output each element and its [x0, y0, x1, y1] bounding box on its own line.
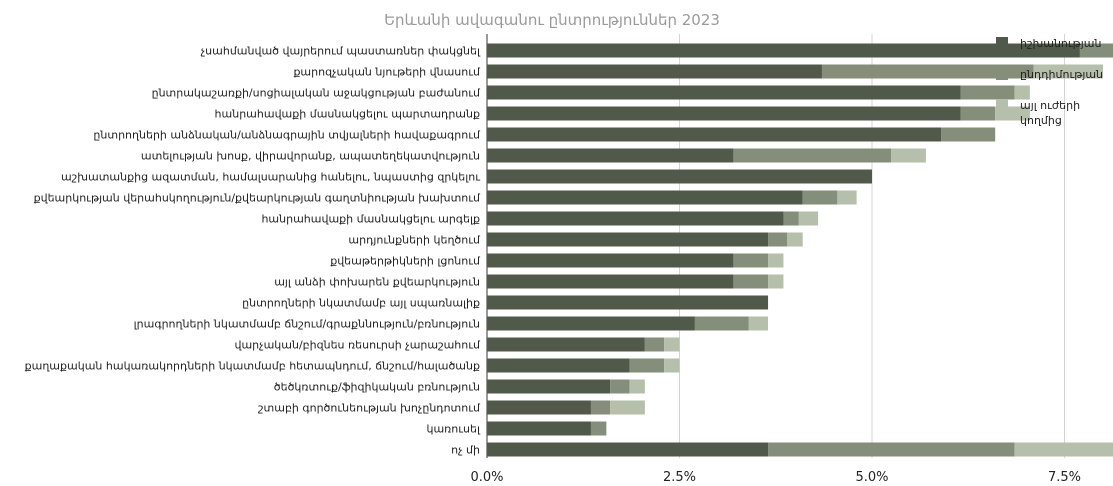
bar-segment [487, 400, 591, 415]
category-label: քվեարկության վերահսկողություն/քվեարկությ… [34, 192, 481, 205]
bar-segment [1014, 442, 1113, 457]
legend-label: իշխանության [1020, 37, 1101, 50]
bar-segment [694, 316, 749, 331]
category-label: կառուսել [426, 423, 481, 436]
legend: իշխանության ընդդիմության այլ ուժերի կողմից [996, 37, 1103, 127]
legend-swatch [996, 68, 1008, 80]
bar-segment [1033, 64, 1103, 79]
category-label: արդյունքների կեղծում [348, 234, 481, 247]
bar-segment [590, 400, 611, 415]
category-label: ծեծկռտուք/ֆիզիկական բռնություն [274, 381, 480, 394]
legend-swatch [996, 99, 1008, 111]
bar-segment [733, 253, 769, 268]
bar-segment [487, 253, 734, 268]
bar-segment [802, 190, 838, 205]
bar-segment [783, 211, 799, 226]
bar-segment [590, 421, 607, 436]
bar-segment [768, 253, 784, 268]
category-label: հանրահավաքի մասնակցելու արգելք [261, 213, 480, 226]
category-label: ատելության խոսք, վիրավորանք, ապատեղեկատվ… [141, 150, 480, 163]
bar-segment [629, 379, 645, 394]
category-label: ընտրողների անձնական/անձնագրային տվյալներ… [93, 129, 481, 142]
bar-segment [487, 43, 1080, 58]
chart-title: Երևանի ավագանու ընտրություններ 2023 [384, 11, 720, 29]
bar-segment [768, 442, 1015, 457]
bar-segment [733, 148, 892, 163]
bar-segment [960, 85, 1015, 100]
bar-segment [487, 127, 942, 142]
bar-segment [629, 358, 665, 373]
category-label: քաղաքական հակառակորդների նկատմամբ հետապն… [25, 360, 480, 373]
category-label: շտաբի գործունեության խոչընդոտում [258, 402, 481, 415]
x-tick-label: 5.0% [855, 470, 888, 485]
bar-segment [487, 421, 591, 436]
category-label: այլ անձի փոխարեն քվեարկություն [274, 276, 480, 289]
bar-segment [941, 127, 996, 142]
bar-segment [487, 442, 769, 457]
x-axis-ticks: 0.0%2.5%5.0%7.5%10.0%12.5% [470, 470, 1081, 485]
bar-segment [821, 64, 1034, 79]
legend-swatch [996, 37, 1008, 49]
bar-segment [768, 232, 788, 247]
bar-segment [960, 106, 996, 121]
bar-segment [487, 106, 961, 121]
category-label: չսահմանված վայրերում պաստառներ փակցնել [201, 45, 481, 58]
bar-segment [487, 169, 872, 184]
x-tick-label: 2.5% [663, 470, 696, 485]
x-tick-label: 7.5% [1048, 470, 1081, 485]
category-label: քվեաթերթիկների լցոնում [330, 255, 481, 268]
bar-segment [487, 148, 734, 163]
bar-segment [891, 148, 926, 163]
bar-segment [487, 274, 734, 289]
bar-segment [610, 400, 645, 415]
legend-label: ընդդիմության [1020, 68, 1103, 81]
category-label: ընտրակաշառքի/սոցիալական աջակցության բաժա… [152, 87, 481, 100]
bar-segment [487, 64, 822, 79]
bar-segment [487, 379, 611, 394]
bar-segment [748, 316, 769, 331]
bar-segment [768, 274, 784, 289]
bar-segment [610, 379, 630, 394]
bar-segment [787, 232, 803, 247]
bar-segment [798, 211, 819, 226]
bar-segment [487, 337, 645, 352]
category-label: վարչական/բիզնես ռեսուրսի չարաշահում [234, 339, 481, 352]
bar-segment [664, 358, 680, 373]
bar-segment [487, 190, 803, 205]
bar-segment [487, 232, 769, 247]
bar-segment [487, 211, 784, 226]
category-label: հանրահավաքի մասնակցելու պարտադրանք [215, 108, 480, 121]
bar-segment [487, 316, 695, 331]
bar-segment [837, 190, 857, 205]
bar-segment [1014, 85, 1030, 100]
bar-segment [733, 274, 769, 289]
bar-segment [644, 337, 665, 352]
bar-segment [487, 85, 961, 100]
bar-segment [487, 358, 630, 373]
category-label: քարոզչական նյութերի վնասում [293, 66, 481, 79]
bar-segment [1079, 43, 1113, 58]
bar-segment [664, 337, 680, 352]
bar-layer [487, 43, 1113, 457]
category-label: ընտրողների նկատմամբ այլ սպառնալիք [242, 297, 480, 310]
x-tick-label: 0.0% [470, 470, 503, 485]
category-label: աշխատանքից ազատման, համալսարանից հանելու… [61, 171, 480, 184]
category-label: ոչ մի [451, 444, 480, 457]
category-label: լրագրողների նկատմամբ ճնշում/գրաքննությու… [134, 318, 480, 331]
bar-segment [487, 295, 769, 310]
category-labels: չսահմանված վայրերում պաստառներ փակցնել քա… [25, 45, 481, 457]
legend-label: այլ ուժերի կողմից [1020, 99, 1080, 127]
